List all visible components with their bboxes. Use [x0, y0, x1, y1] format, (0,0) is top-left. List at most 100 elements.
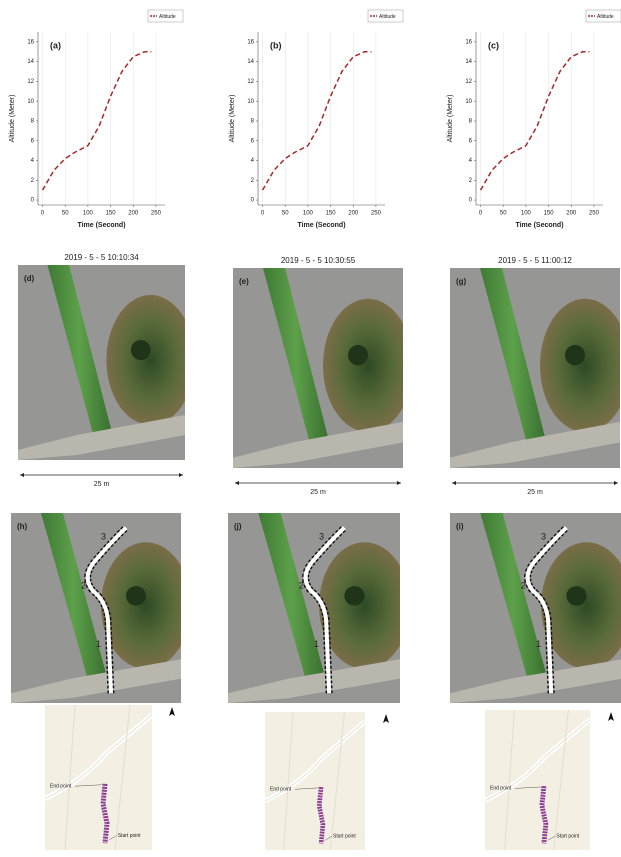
legend-label: Altitude	[159, 14, 176, 20]
legend-box	[147, 9, 184, 23]
series-line	[41, 51, 152, 191]
x-tick-label: 200	[566, 211, 577, 217]
end-leader	[294, 787, 319, 790]
y-tick-label: 2	[469, 178, 473, 184]
track-path	[303, 526, 346, 694]
legend-label: Altitude	[379, 14, 396, 20]
y-tick-label: 8	[469, 119, 473, 125]
aerial-photo	[450, 513, 621, 703]
y-tick-label: 14	[465, 59, 472, 65]
track-overlay: 1 2 3	[299, 525, 347, 694]
panel-label: (a)	[50, 40, 61, 50]
x-axis-label: Time (Second)	[77, 222, 125, 229]
segment-label: 3	[101, 532, 106, 542]
y-tick-label: 16	[247, 39, 254, 45]
panel-label: (i)	[456, 522, 464, 531]
y-tick-label: 6	[469, 138, 473, 144]
y-tick-label: 12	[247, 79, 254, 85]
y-tick-label: 14	[27, 59, 34, 65]
x-tick-label: 0	[41, 211, 45, 217]
y-tick-label: 4	[469, 158, 473, 164]
segment-label: 3	[541, 532, 546, 542]
segment-label: 3	[319, 532, 324, 542]
aerial-photo	[18, 265, 185, 460]
legend-box	[367, 9, 404, 23]
photo-date: 2019 - 5 - 5 10:30:55	[281, 256, 356, 265]
y-tick-label: 4	[31, 158, 35, 164]
north-arrow	[608, 712, 614, 721]
start-leader	[547, 835, 556, 841]
panel-label: (h)	[17, 522, 28, 531]
map	[485, 710, 590, 850]
panel-label: (j)	[234, 522, 242, 531]
x-tick-label: 100	[303, 211, 314, 217]
y-tick-label: 8	[251, 119, 255, 125]
y-tick-label: 12	[465, 79, 472, 85]
y-tick-label: 6	[31, 138, 35, 144]
photo-date: 2019 - 5 - 5 10:10:34	[64, 253, 139, 262]
series-line	[261, 51, 372, 191]
segment-label: 1	[314, 639, 319, 649]
y-tick-label: 4	[251, 158, 255, 164]
x-tick-label: 250	[589, 211, 600, 217]
x-axis-label: Time (Second)	[515, 222, 563, 229]
x-tick-label: 50	[282, 211, 289, 217]
x-tick-label: 150	[544, 211, 555, 217]
segment-label: 2	[521, 581, 526, 591]
segment-label: 1	[536, 639, 541, 649]
series-line	[479, 51, 590, 191]
y-tick-label: 2	[251, 178, 255, 184]
y-tick-label: 12	[27, 79, 34, 85]
map	[265, 712, 365, 850]
scale-label: 25 m	[94, 481, 110, 488]
x-tick-label: 150	[106, 211, 117, 217]
scale-label: 25 m	[527, 489, 543, 496]
x-tick-label: 250	[371, 211, 382, 217]
start-label: Start point	[333, 834, 356, 840]
y-tick-label: 14	[247, 59, 254, 65]
panel-label: (c)	[488, 40, 499, 50]
segment-label: 1	[96, 639, 101, 649]
end-leader	[74, 784, 102, 787]
north-arrow	[383, 714, 389, 723]
segment-label: 2	[81, 580, 86, 590]
y-tick-label: 10	[465, 99, 472, 105]
legend-box	[585, 9, 621, 23]
x-tick-label: 200	[348, 211, 359, 217]
x-tick-label: 50	[500, 211, 507, 217]
x-tick-label: 0	[261, 211, 265, 217]
panel-label: (e)	[239, 277, 249, 286]
panel-label: (b)	[270, 40, 282, 50]
y-axis-label: Altitude (Meter)	[229, 95, 236, 143]
x-tick-label: 200	[128, 211, 139, 217]
track-path	[85, 526, 128, 694]
end-leader	[514, 786, 541, 789]
track-overlay: 1 2 3	[81, 525, 129, 694]
end-label: End point	[270, 787, 292, 793]
start-label: Start point	[118, 833, 141, 839]
north-arrow	[169, 707, 175, 716]
y-axis-label: Altitude (Meter)	[447, 95, 454, 143]
x-tick-label: 250	[151, 211, 162, 217]
y-axis-label: Altitude (Meter)	[9, 95, 16, 143]
y-tick-label: 8	[31, 119, 35, 125]
photo-date: 2019 - 5 - 5 11:00:12	[498, 256, 572, 265]
panel-label: (g)	[456, 277, 467, 286]
segment-label: 2	[299, 581, 304, 591]
y-tick-label: 0	[469, 198, 473, 204]
y-tick-label: 2	[31, 178, 35, 184]
y-tick-label: 10	[27, 99, 34, 105]
x-tick-label: 100	[521, 211, 532, 217]
aerial-photo	[233, 268, 403, 468]
start-label: Start point	[556, 833, 579, 839]
x-tick-label: 100	[83, 211, 94, 217]
end-label: End point	[490, 786, 512, 792]
y-tick-label: 10	[247, 99, 254, 105]
panel-label: (d)	[24, 274, 35, 283]
y-tick-label: 16	[465, 39, 472, 45]
y-tick-label: 0	[251, 198, 255, 204]
aerial-photo	[450, 268, 620, 468]
x-tick-label: 50	[62, 211, 69, 217]
